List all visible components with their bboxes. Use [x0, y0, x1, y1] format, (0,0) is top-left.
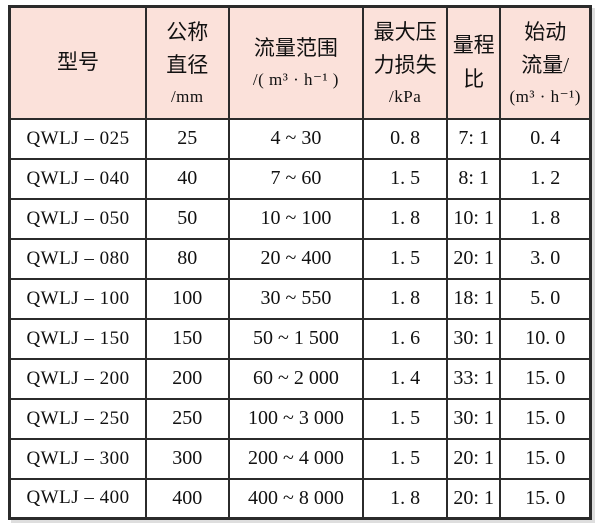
header-row: 型号 公称 直径 /mm 流量范围 /( m³ · h⁻¹ ) 最大压 力损失 …: [8, 5, 592, 120]
table-cell-starting-flow: 15. 0: [499, 357, 592, 400]
table-cell-starting-flow: 0. 4: [499, 117, 592, 160]
table-cell-nominal-diameter: 300: [145, 437, 230, 480]
spec-table-container: 型号 公称 直径 /mm 流量范围 /( m³ · h⁻¹ ) 最大压 力损失 …: [8, 5, 592, 520]
table-row: QWLJ – 300 300 200 ~ 4 000 1. 5 20: 1 15. 0: [8, 437, 592, 480]
table-cell-model: QWLJ – 150: [8, 317, 148, 360]
table-cell-nominal-diameter: 250: [145, 397, 230, 440]
header-label: 流量范围: [253, 36, 338, 61]
table-cell-flow-range: 20 ~ 400: [227, 237, 365, 280]
header-label: 公称: [166, 19, 209, 44]
table-cell-flow-range: 100 ~ 3 000: [227, 397, 365, 440]
table-cell-turndown-ratio: 18: 1: [445, 277, 502, 320]
table-cell-model: QWLJ – 400: [8, 477, 148, 520]
table-cell-turndown-ratio: 8: 1: [445, 157, 502, 200]
table-cell-model: QWLJ – 200: [8, 357, 148, 400]
table-cell-max-pressure-loss: 1. 4: [362, 357, 448, 400]
table-cell-nominal-diameter: 80: [145, 237, 230, 280]
table-cell-flow-range: 50 ~ 1 500: [227, 317, 365, 360]
table-cell-starting-flow: 15. 0: [499, 437, 592, 480]
header-label: 比: [463, 66, 485, 91]
spec-table: 型号 公称 直径 /mm 流量范围 /( m³ · h⁻¹ ) 最大压 力损失 …: [8, 5, 592, 520]
table-cell-max-pressure-loss: 1. 5: [362, 397, 448, 440]
table-header: 型号 公称 直径 /mm 流量范围 /( m³ · h⁻¹ ) 最大压 力损失 …: [8, 5, 592, 120]
header-unit-label: /( m³ · h⁻¹ ): [252, 69, 339, 89]
table-cell-max-pressure-loss: 1. 8: [362, 197, 448, 240]
table-row: QWLJ – 040 40 7 ~ 60 1. 5 8: 1 1. 2: [8, 157, 592, 200]
table-row: QWLJ – 250 250 100 ~ 3 000 1. 5 30: 1 15. 0: [8, 397, 592, 440]
table-cell-turndown-ratio: 20: 1: [445, 437, 502, 480]
header-unit-label: /mm: [170, 86, 204, 106]
table-cell-max-pressure-loss: 0. 8: [362, 117, 448, 160]
table-cell-flow-range: 400 ~ 8 000: [227, 477, 365, 520]
table-cell-model: QWLJ – 300: [8, 437, 148, 480]
table-cell-starting-flow: 3. 0: [499, 237, 592, 280]
table-cell-starting-flow: 5. 0: [499, 277, 592, 320]
table-body: QWLJ – 025 25 4 ~ 30 0. 8 7: 1 0. 4 QWLJ – 040…: [8, 117, 592, 520]
table-row: QWLJ – 025 25 4 ~ 30 0. 8 7: 1 0. 4: [8, 117, 592, 160]
table-cell-model: QWLJ – 025: [8, 117, 148, 160]
column-header-starting-flow: 始动 流量/ (m³ · h⁻¹): [499, 5, 592, 120]
column-header-model: 型号: [8, 5, 148, 120]
table-cell-flow-range: 7 ~ 60: [227, 157, 365, 200]
table-cell-model: QWLJ – 080: [8, 237, 148, 280]
table-cell-turndown-ratio: 20: 1: [445, 237, 502, 280]
table-cell-model: QWLJ – 040: [8, 157, 148, 200]
column-header-turndown-ratio: 量程 比: [445, 5, 502, 120]
table-cell-max-pressure-loss: 1. 8: [362, 477, 448, 520]
table-cell-max-pressure-loss: 1. 5: [362, 437, 448, 480]
header-label: 最大压: [373, 19, 437, 44]
header-unit-label: (m³ · h⁻¹): [509, 86, 581, 106]
table-cell-starting-flow: 1. 8: [499, 197, 592, 240]
table-cell-flow-range: 60 ~ 2 000: [227, 357, 365, 400]
table-row: QWLJ – 050 50 10 ~ 100 1. 8 10: 1 1. 8: [8, 197, 592, 240]
table-cell-nominal-diameter: 40: [145, 157, 230, 200]
table-cell-max-pressure-loss: 1. 5: [362, 157, 448, 200]
header-label: 始动: [524, 19, 567, 44]
table-row: QWLJ – 200 200 60 ~ 2 000 1. 4 33: 1 15. 0: [8, 357, 592, 400]
header-label: 量程: [452, 33, 495, 58]
table-cell-turndown-ratio: 20: 1: [445, 477, 502, 520]
table-cell-flow-range: 200 ~ 4 000: [227, 437, 365, 480]
table-cell-model: QWLJ – 250: [8, 397, 148, 440]
table-cell-starting-flow: 15. 0: [499, 477, 592, 520]
table-cell-max-pressure-loss: 1. 5: [362, 237, 448, 280]
table-cell-starting-flow: 15. 0: [499, 397, 592, 440]
table-cell-turndown-ratio: 33: 1: [445, 357, 502, 400]
table-cell-starting-flow: 1. 2: [499, 157, 592, 200]
table-cell-max-pressure-loss: 1. 8: [362, 277, 448, 320]
table-row: QWLJ – 080 80 20 ~ 400 1. 5 20: 1 3. 0: [8, 237, 592, 280]
header-label: 流量/: [521, 53, 570, 78]
table-row: QWLJ – 400 400 400 ~ 8 000 1. 8 20: 1 15. 0: [8, 477, 592, 520]
table-cell-nominal-diameter: 200: [145, 357, 230, 400]
header-unit-label: /kPa: [389, 86, 422, 106]
table-cell-model: QWLJ – 050: [8, 197, 148, 240]
table-cell-starting-flow: 10. 0: [499, 317, 592, 360]
table-cell-nominal-diameter: 25: [145, 117, 230, 160]
table-cell-turndown-ratio: 7: 1: [445, 117, 502, 160]
table-cell-nominal-diameter: 400: [145, 477, 230, 520]
table-cell-turndown-ratio: 30: 1: [445, 397, 502, 440]
header-label: 直径: [166, 53, 209, 78]
table-cell-flow-range: 10 ~ 100: [227, 197, 365, 240]
header-label: 力损失: [373, 53, 437, 78]
header-label: 型号: [57, 49, 100, 74]
column-header-flow-range: 流量范围 /( m³ · h⁻¹ ): [227, 5, 365, 120]
table-cell-flow-range: 30 ~ 550: [227, 277, 365, 320]
table-cell-model: QWLJ – 100: [8, 277, 148, 320]
table-cell-nominal-diameter: 100: [145, 277, 230, 320]
table-cell-nominal-diameter: 50: [145, 197, 230, 240]
table-cell-turndown-ratio: 30: 1: [445, 317, 502, 360]
table-cell-nominal-diameter: 150: [145, 317, 230, 360]
table-row: QWLJ – 100 100 30 ~ 550 1. 8 18: 1 5. 0: [8, 277, 592, 320]
table-cell-turndown-ratio: 10: 1: [445, 197, 502, 240]
column-header-max-pressure-loss: 最大压 力损失 /kPa: [362, 5, 448, 120]
table-cell-max-pressure-loss: 1. 6: [362, 317, 448, 360]
column-header-nominal-diameter: 公称 直径 /mm: [145, 5, 230, 120]
table-cell-flow-range: 4 ~ 30: [227, 117, 365, 160]
table-row: QWLJ – 150 150 50 ~ 1 500 1. 6 30: 1 10. 0: [8, 317, 592, 360]
